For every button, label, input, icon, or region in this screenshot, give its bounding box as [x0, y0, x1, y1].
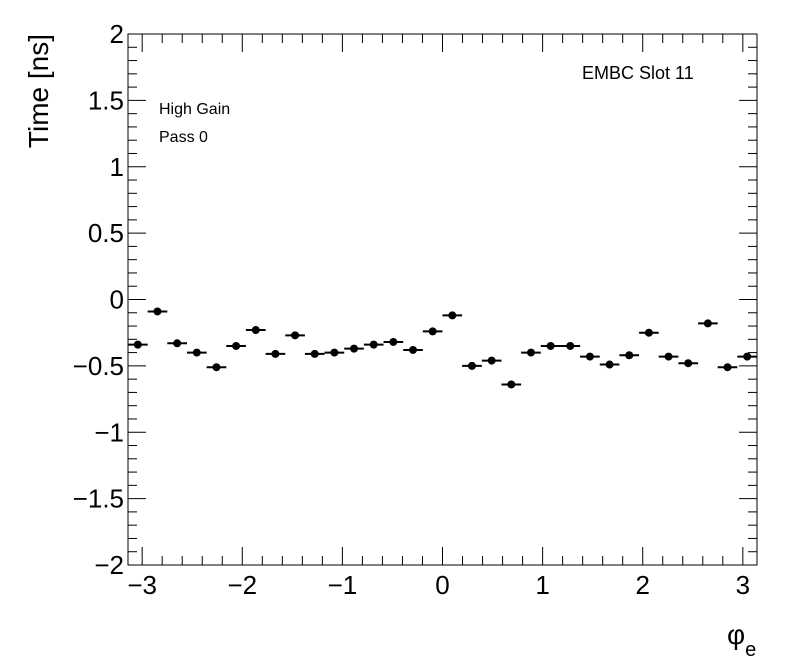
data-point — [585, 352, 594, 361]
x-tick-label: 3 — [736, 570, 750, 600]
annotation-slot: EMBC Slot 11 — [582, 63, 694, 83]
y-tick-label: −1.5 — [73, 484, 124, 514]
data-point — [389, 337, 398, 346]
y-tick-label: 2 — [110, 19, 124, 49]
data-point — [271, 349, 280, 358]
data-point — [703, 319, 712, 328]
data-point — [664, 352, 673, 361]
y-tick-label: 1 — [110, 152, 124, 182]
data-point — [350, 344, 359, 353]
data-point — [723, 363, 732, 372]
data-point — [487, 356, 496, 365]
data-point — [467, 361, 476, 370]
data-point — [251, 326, 260, 335]
data-point — [291, 331, 300, 340]
y-tick-labels: −2 −1.5 −1 −0.5 0 0.5 1 1.5 2 — [73, 19, 124, 580]
y-tick-label: 0 — [110, 285, 124, 315]
x-tick-label: −2 — [227, 570, 257, 600]
data-point — [448, 311, 457, 320]
x-tick-label: −1 — [328, 570, 358, 600]
annotation-pass: Pass 0 — [159, 129, 208, 146]
data-point — [173, 339, 182, 348]
y-tick-label: 0.5 — [88, 218, 124, 248]
data-points — [128, 307, 757, 389]
data-point — [133, 340, 142, 349]
data-point — [566, 341, 575, 350]
y-axis-title: Time [ns] — [23, 34, 54, 148]
x-tick-label: 0 — [435, 570, 449, 600]
x-tick-label: −3 — [127, 570, 157, 600]
y-tick-label: −0.5 — [73, 351, 124, 381]
x-tick-label: 1 — [535, 570, 549, 600]
data-point — [232, 341, 241, 350]
data-point — [526, 348, 535, 357]
data-point — [625, 351, 634, 360]
annotation-gain: High Gain — [159, 101, 230, 118]
y-tick-label: −2 — [94, 550, 124, 580]
data-point — [507, 380, 516, 389]
data-point — [605, 360, 614, 369]
x-axis-title: φe — [727, 619, 756, 661]
x-tick-labels: −3 −2 −1 0 1 2 3 — [127, 570, 750, 600]
data-point — [192, 348, 201, 357]
y-tick-label: −1 — [94, 417, 124, 447]
x-axis-title-symbol: φ — [727, 619, 745, 650]
data-point — [684, 359, 693, 368]
data-point — [644, 328, 653, 337]
data-point — [546, 341, 555, 350]
data-point — [212, 363, 221, 372]
y-tick-label: 1.5 — [88, 85, 124, 115]
data-point — [369, 340, 378, 349]
data-point — [743, 352, 752, 361]
data-point — [153, 307, 162, 316]
plot-frame — [127, 33, 758, 566]
data-point — [409, 345, 418, 354]
x-tick-label: 2 — [635, 570, 649, 600]
x-axis-title-subscript: e — [745, 639, 756, 661]
data-point — [310, 349, 319, 358]
data-point — [428, 327, 437, 336]
data-point — [330, 348, 339, 357]
